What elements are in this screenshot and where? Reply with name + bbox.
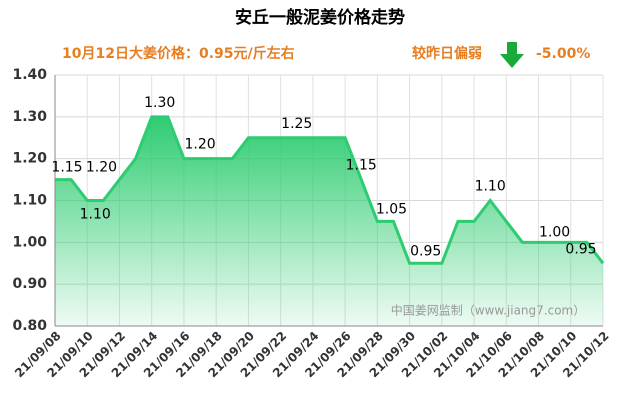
data-label: 1.10 [80,207,111,223]
data-label: 1.05 [376,201,407,217]
change-value: -5.00% [536,46,590,62]
y-tick-label: 1.40 [12,67,47,83]
data-label: 1.00 [539,224,570,240]
data-label: 1.15 [51,160,82,176]
subtitle: 10月12日大姜价格：0.95元/斤左右 [62,45,295,62]
y-tick-label: 0.80 [12,318,47,334]
watermark: 中国姜网监制（www.jiang7.com） [391,303,585,318]
data-label: 1.25 [281,116,312,132]
data-label: 1.20 [86,160,117,176]
change-text: 较昨日偏弱 [412,45,482,62]
y-tick-label: 1.30 [12,109,47,125]
y-tick-label: 1.00 [12,234,47,250]
plot: 0.800.901.001.101.201.301.4021/09/0821/0… [12,67,612,380]
chart-title: 安丘一般泥姜价格走势 [235,7,405,28]
data-label: 1.20 [184,137,215,153]
down-arrow [500,42,524,68]
y-tick-label: 0.90 [12,276,47,292]
data-label: 1.30 [144,95,175,111]
data-label: 0.95 [410,243,441,259]
data-label: 0.95 [565,241,596,257]
y-tick-label: 1.10 [12,193,47,209]
data-label: 1.15 [346,158,377,174]
line [55,115,605,265]
y-tick-label: 1.20 [12,151,47,167]
data-label: 1.10 [475,179,506,195]
area [55,116,603,326]
